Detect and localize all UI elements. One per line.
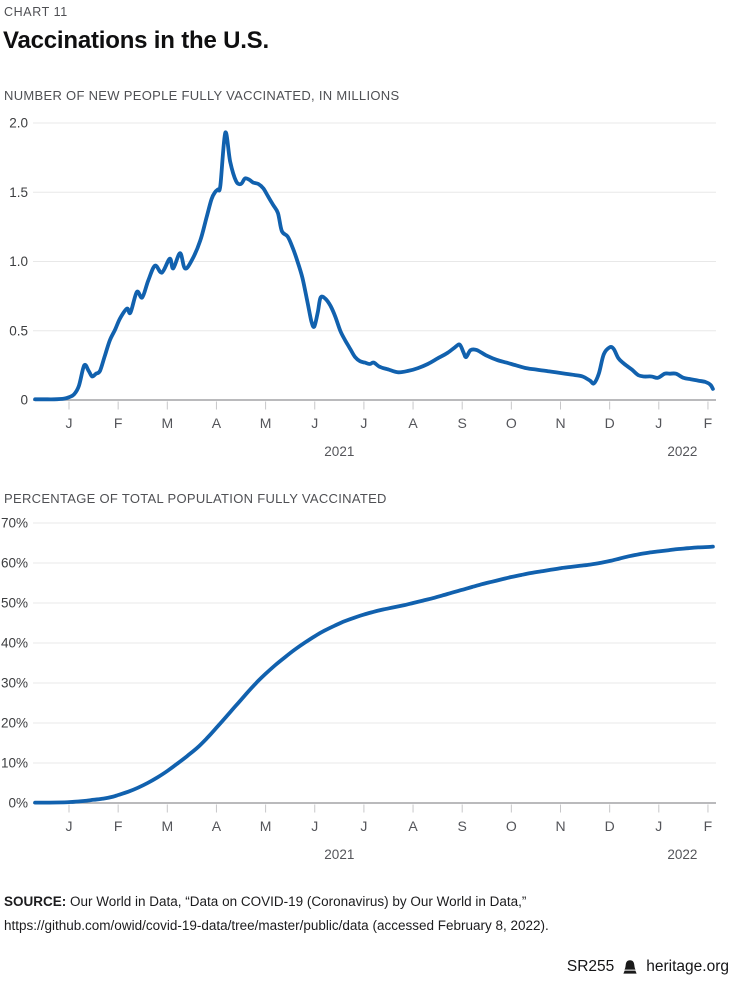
year-label: 2022 <box>667 444 697 459</box>
x-tick-label: M <box>161 818 173 834</box>
x-tick-label: A <box>212 415 222 431</box>
source-label: SOURCE: <box>4 894 67 909</box>
x-tick-label: J <box>311 818 318 834</box>
x-tick-label: M <box>260 818 272 834</box>
year-label: 2021 <box>324 847 354 862</box>
y-tick-label: 2.0 <box>9 116 28 131</box>
y-tick-label: 60% <box>1 556 28 571</box>
liberty-bell-icon <box>623 960 637 974</box>
report-id: SR255 <box>566 958 615 975</box>
y-tick-label: 70% <box>1 516 28 531</box>
y-tick-label: 0.5 <box>9 323 28 338</box>
y-tick-label: 1.5 <box>9 185 28 200</box>
page-title: Vaccinations in the U.S. <box>3 27 269 54</box>
x-tick-label: M <box>260 415 272 431</box>
source-text: Our World in Data, “Data on COVID-19 (Co… <box>66 894 527 909</box>
year-label: 2021 <box>324 444 354 459</box>
x-tick-label: N <box>555 415 565 431</box>
x-tick-label: A <box>408 415 418 431</box>
y-tick-label: 0 <box>20 393 28 408</box>
data-line <box>33 130 715 402</box>
report-footer: SR255 heritage.org <box>567 958 729 976</box>
x-tick-label: J <box>66 415 73 431</box>
y-tick-label: 0% <box>8 796 28 811</box>
year-label: 2022 <box>667 847 697 862</box>
x-tick-label: A <box>212 818 222 834</box>
x-tick-label: F <box>114 415 123 431</box>
pct-vaccinated-chart: 0% 10% 20% 30% 40% 50% 60% 70% J F M A M J J A S O N D J F 202… <box>1 516 716 862</box>
x-tick-label: D <box>605 415 615 431</box>
x-tick-label: J <box>360 415 367 431</box>
y-tick-label: 50% <box>1 596 28 611</box>
x-tick-label: N <box>555 818 565 834</box>
site-name: heritage.org <box>646 958 729 975</box>
data-line <box>33 544 715 805</box>
y-tick-label: 1.0 <box>9 254 28 269</box>
x-tick-label: O <box>506 415 517 431</box>
y-tick-label: 10% <box>1 756 28 771</box>
y-tick-label: 40% <box>1 636 28 651</box>
x-tick-label: J <box>66 818 73 834</box>
x-tick-label: A <box>408 818 418 834</box>
x-tick-label: J <box>360 818 367 834</box>
x-tick-label: M <box>161 415 173 431</box>
y-tick-label: 20% <box>1 716 28 731</box>
source-url: https://github.com/owid/covid-19-data/tr… <box>4 918 549 933</box>
chart1-subtitle: NUMBER OF NEW PEOPLE FULLY VACCINATED, I… <box>4 88 400 103</box>
source-note: SOURCE: Our World in Data, “Data on COVI… <box>4 890 704 938</box>
x-tick-label: D <box>605 818 615 834</box>
x-tick-label: F <box>704 415 713 431</box>
y-tick-label: 30% <box>1 676 28 691</box>
x-tick-label: J <box>311 415 318 431</box>
chart2-subtitle: PERCENTAGE OF TOTAL POPULATION FULLY VAC… <box>4 491 387 506</box>
x-tick-label: J <box>655 818 662 834</box>
x-tick-label: S <box>458 818 467 834</box>
x-tick-label: F <box>704 818 713 834</box>
chart-kicker: CHART 11 <box>4 5 68 19</box>
x-tick-label: J <box>655 415 662 431</box>
x-tick-label: S <box>458 415 467 431</box>
x-tick-label: O <box>506 818 517 834</box>
new-vaccinations-chart: 0 0.5 1.0 1.5 2.0 J F M A M J J A S O N D J F 2021 2022 <box>9 116 716 459</box>
x-tick-label: F <box>114 818 123 834</box>
